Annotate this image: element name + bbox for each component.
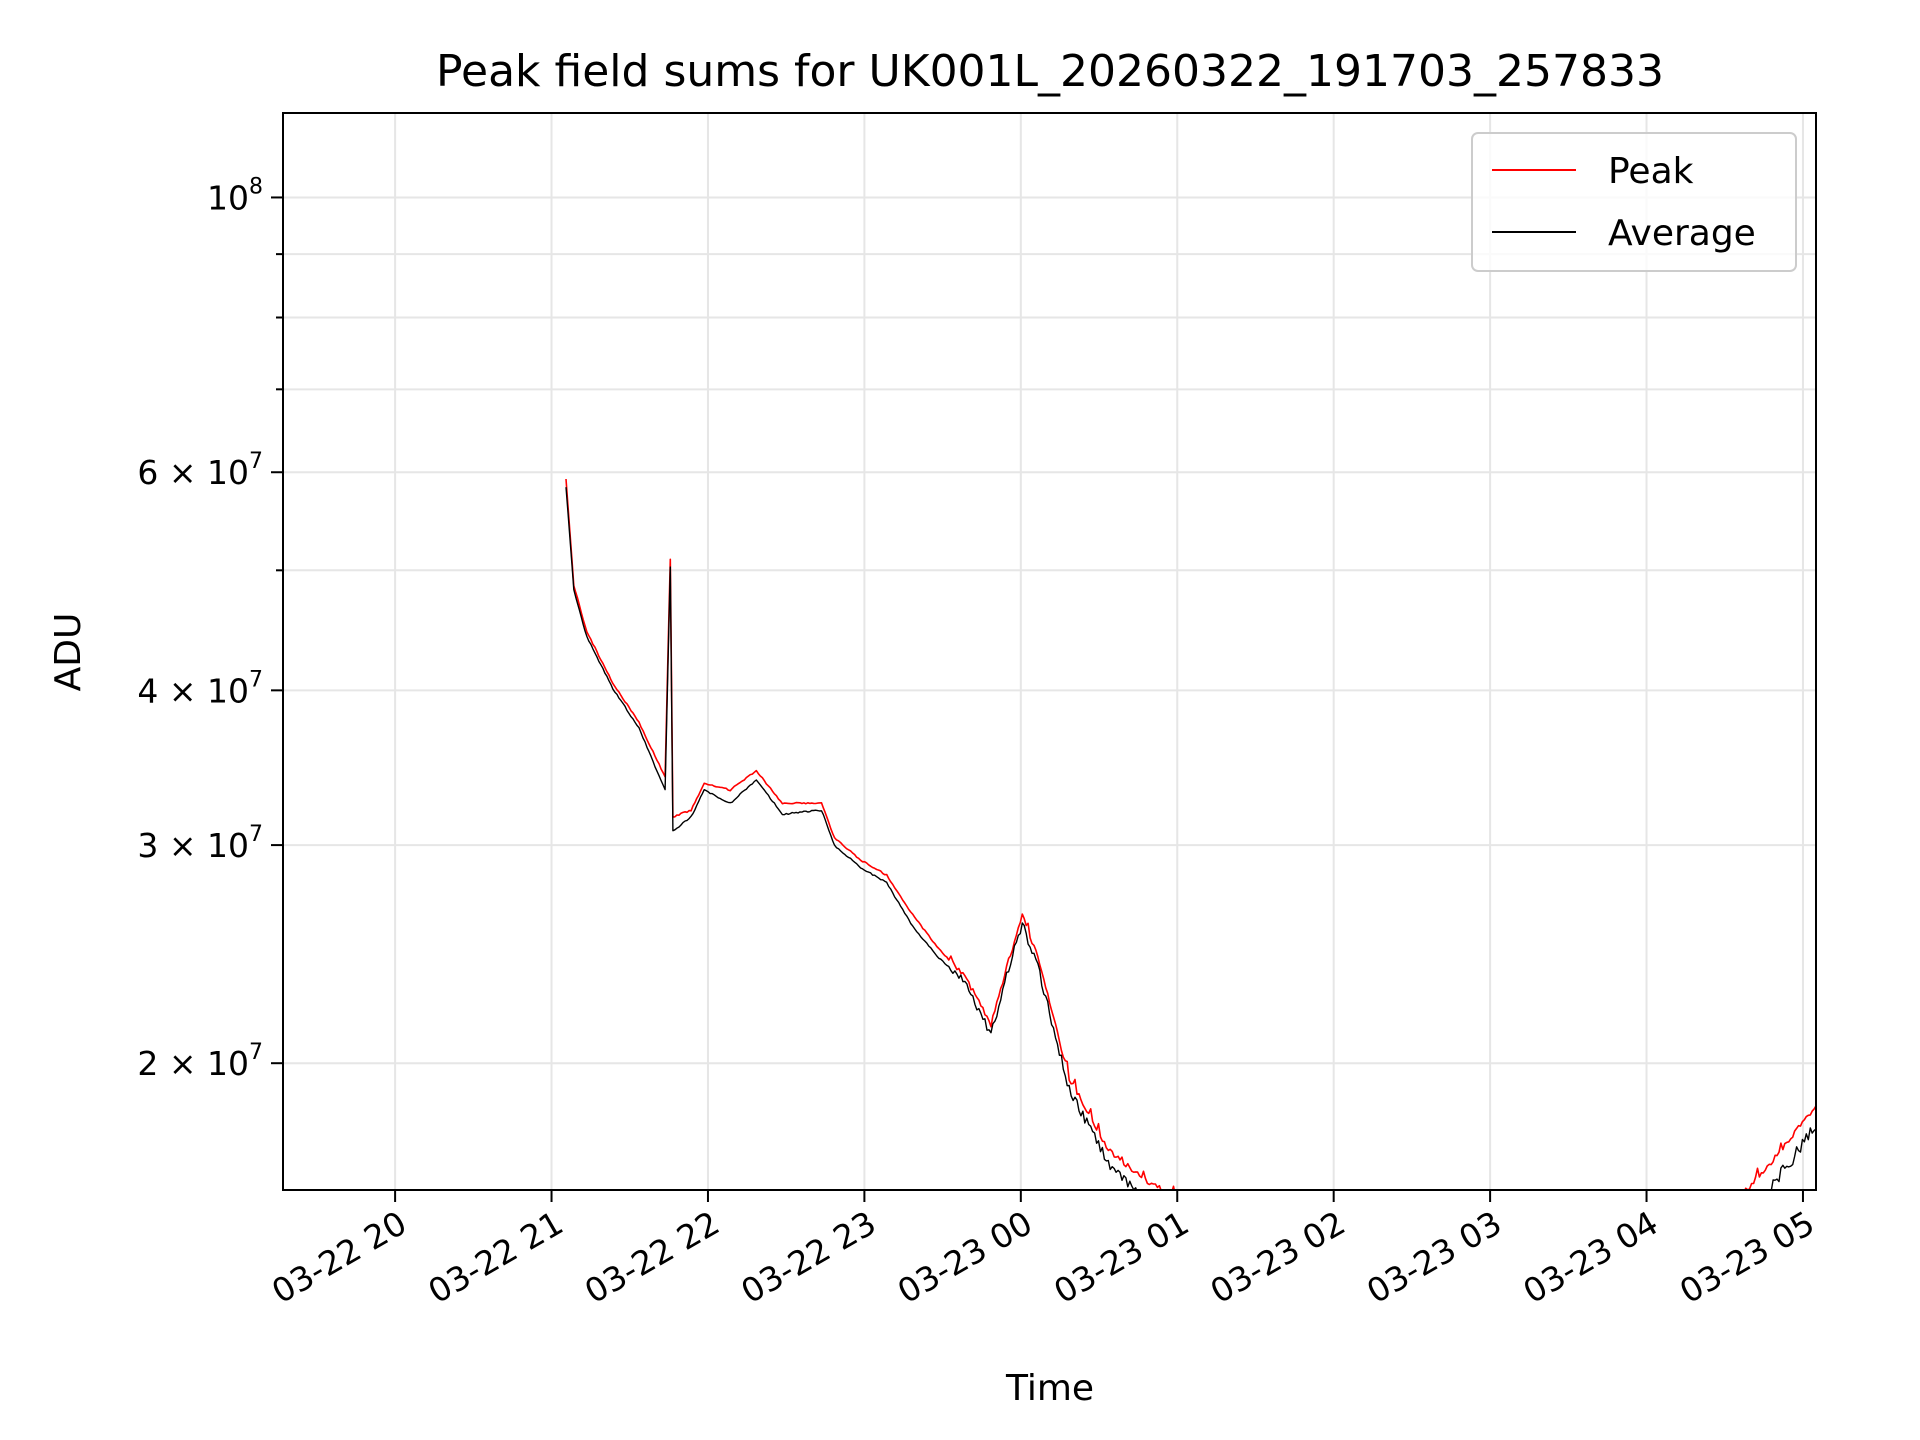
legend: Peak Average [1471, 132, 1797, 272]
y-tick-label: 3 × 107 [137, 822, 263, 865]
y-axis-label: ADU [48, 613, 89, 692]
y-tick-label: 108 [207, 174, 263, 217]
legend-label-average: Average [1608, 213, 1756, 254]
y-tick-label: 2 × 107 [137, 1040, 263, 1083]
series-layer [565, 478, 1816, 1190]
series-line-peak [565, 478, 1816, 1190]
legend-label-peak: Peak [1608, 151, 1694, 192]
y-tick-label: 6 × 107 [137, 449, 263, 492]
chart-title: Peak field sums for UK001L_20260322_1917… [436, 46, 1664, 97]
plot-frame [282, 112, 1817, 1191]
y-tick-label: 4 × 107 [137, 667, 263, 710]
legend-frame [1471, 132, 1797, 272]
plot-area [565, 478, 1816, 1190]
x-axis-label: Time [1005, 1368, 1094, 1409]
series-line-average [565, 487, 1816, 1190]
